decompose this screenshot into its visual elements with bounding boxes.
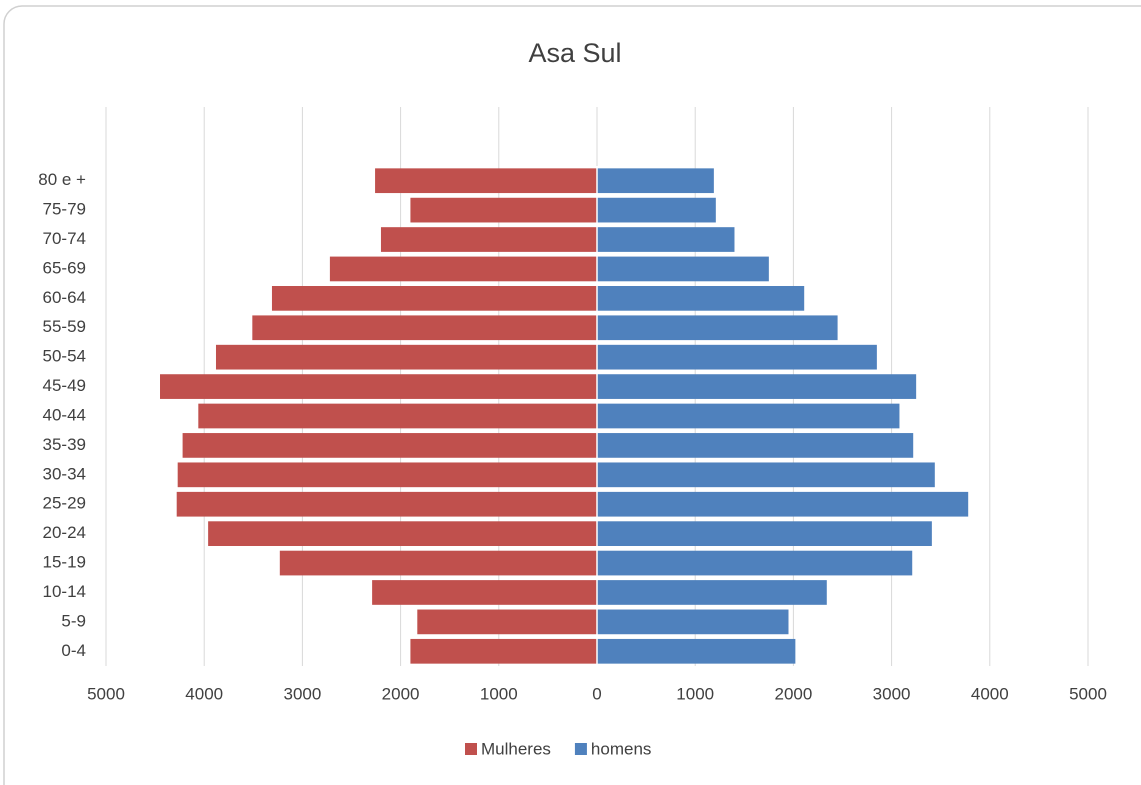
bar: [597, 315, 838, 341]
bar: [182, 433, 597, 458]
bar: [208, 521, 598, 546]
bar: [176, 491, 598, 517]
bar: [597, 609, 789, 635]
y-tick-label: 35-39: [43, 435, 86, 454]
bar: [372, 580, 597, 605]
bar: [597, 491, 969, 517]
x-tick-label: 5000: [1069, 684, 1107, 703]
y-tick-label: 70-74: [43, 229, 86, 248]
x-tick-label: 0: [592, 684, 601, 703]
bar: [279, 550, 597, 576]
y-tick-label: 55-59: [43, 317, 86, 336]
bar: [597, 638, 796, 664]
x-tick-label: 2000: [382, 684, 420, 703]
bar: [597, 286, 805, 311]
bar: [597, 550, 913, 576]
bar: [410, 638, 597, 664]
y-tick-label: 20-24: [43, 523, 86, 542]
bar: [198, 403, 598, 429]
bar: [597, 344, 877, 370]
y-tick-label: 25-29: [43, 494, 86, 513]
y-tick-label: 50-54: [43, 347, 86, 366]
legend-label: homens: [591, 739, 651, 758]
bar: [597, 433, 914, 458]
y-tick-label: 15-19: [43, 553, 86, 572]
y-tick-label: 75-79: [43, 200, 86, 219]
y-tick-label: 40-44: [43, 405, 86, 424]
x-tick-label: 5000: [87, 684, 125, 703]
x-tick-label: 1000: [480, 684, 518, 703]
bar: [380, 227, 597, 252]
bar: [215, 344, 597, 370]
x-tick-label: 1000: [676, 684, 714, 703]
bar: [597, 374, 917, 399]
y-tick-label: 60-64: [43, 288, 86, 307]
y-tick-label: 65-69: [43, 258, 86, 277]
chart-title: Asa Sul: [528, 38, 621, 68]
bar: [417, 609, 597, 635]
bar: [597, 403, 900, 429]
bar: [597, 462, 935, 488]
x-tick-label: 3000: [283, 684, 321, 703]
bar: [597, 256, 769, 282]
legend-swatch: [574, 743, 587, 755]
y-tick-label: 0-4: [61, 641, 86, 660]
x-tick-label: 3000: [873, 684, 911, 703]
x-tick-label: 4000: [185, 684, 223, 703]
x-tick-label: 4000: [971, 684, 1009, 703]
bar: [252, 315, 597, 341]
bar: [597, 197, 716, 223]
x-tick-label: 2000: [774, 684, 812, 703]
y-tick-label: 10-14: [43, 582, 86, 601]
y-tick-label: 30-34: [43, 464, 86, 483]
bar: [160, 374, 597, 399]
legend-swatch: [465, 743, 477, 755]
bar: [375, 168, 597, 194]
bar: [597, 521, 932, 546]
legend-label: Mulheres: [481, 739, 551, 758]
bar: [597, 168, 714, 194]
bar: [271, 286, 597, 311]
y-tick-label: 5-9: [61, 611, 86, 630]
bar: [177, 462, 597, 488]
y-tick-label: 45-49: [43, 376, 86, 395]
bar: [329, 256, 597, 282]
y-tick-label: 80 e +: [38, 170, 86, 189]
bar: [597, 227, 735, 252]
bar: [410, 197, 597, 223]
bar: [597, 580, 827, 605]
